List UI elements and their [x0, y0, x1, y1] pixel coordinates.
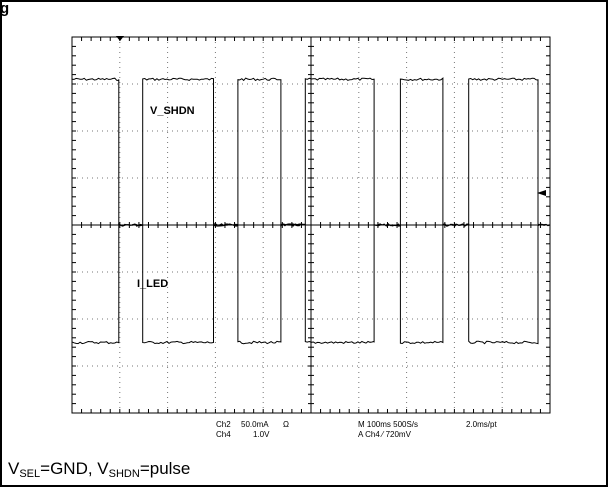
ch2-coupling: Ω — [283, 420, 289, 429]
trace-v-shdn — [71, 77, 551, 227]
trigger-arrow — [537, 190, 546, 196]
caption-gnd: =GND, — [40, 459, 98, 478]
caption-sel-subscript: SEL — [19, 468, 41, 480]
caption-shdn-subscript: SHDN — [108, 468, 140, 480]
trigger-readout: A Ch4 ⁄ 720mV — [358, 430, 412, 439]
ch2-name: Ch2 — [216, 420, 231, 429]
caption-v-sel: V — [8, 459, 20, 478]
ch4-scale: 1.0V — [253, 430, 270, 439]
caption-v-shdn: V — [97, 459, 109, 478]
trace-i-led — [71, 223, 551, 345]
channel-marker — [116, 36, 124, 41]
record-readout: 2.0ms/pt — [466, 420, 497, 429]
traces — [71, 77, 551, 345]
figure-label: g — [0, 0, 10, 17]
axis-ticks — [72, 37, 550, 413]
figure-caption: VSEL=GND, VSHDN=pulse — [8, 459, 190, 480]
timebase-readout: M 100ms 500S/s — [358, 420, 418, 429]
trace-label-v-shdn: V_SHDN — [150, 105, 195, 117]
caption-pulse: =pulse — [139, 459, 191, 478]
trace-label-i-led: I_LED — [137, 278, 168, 290]
ch4-name: Ch4 — [216, 430, 231, 439]
ch2-scale: 50.0mA — [241, 420, 269, 429]
